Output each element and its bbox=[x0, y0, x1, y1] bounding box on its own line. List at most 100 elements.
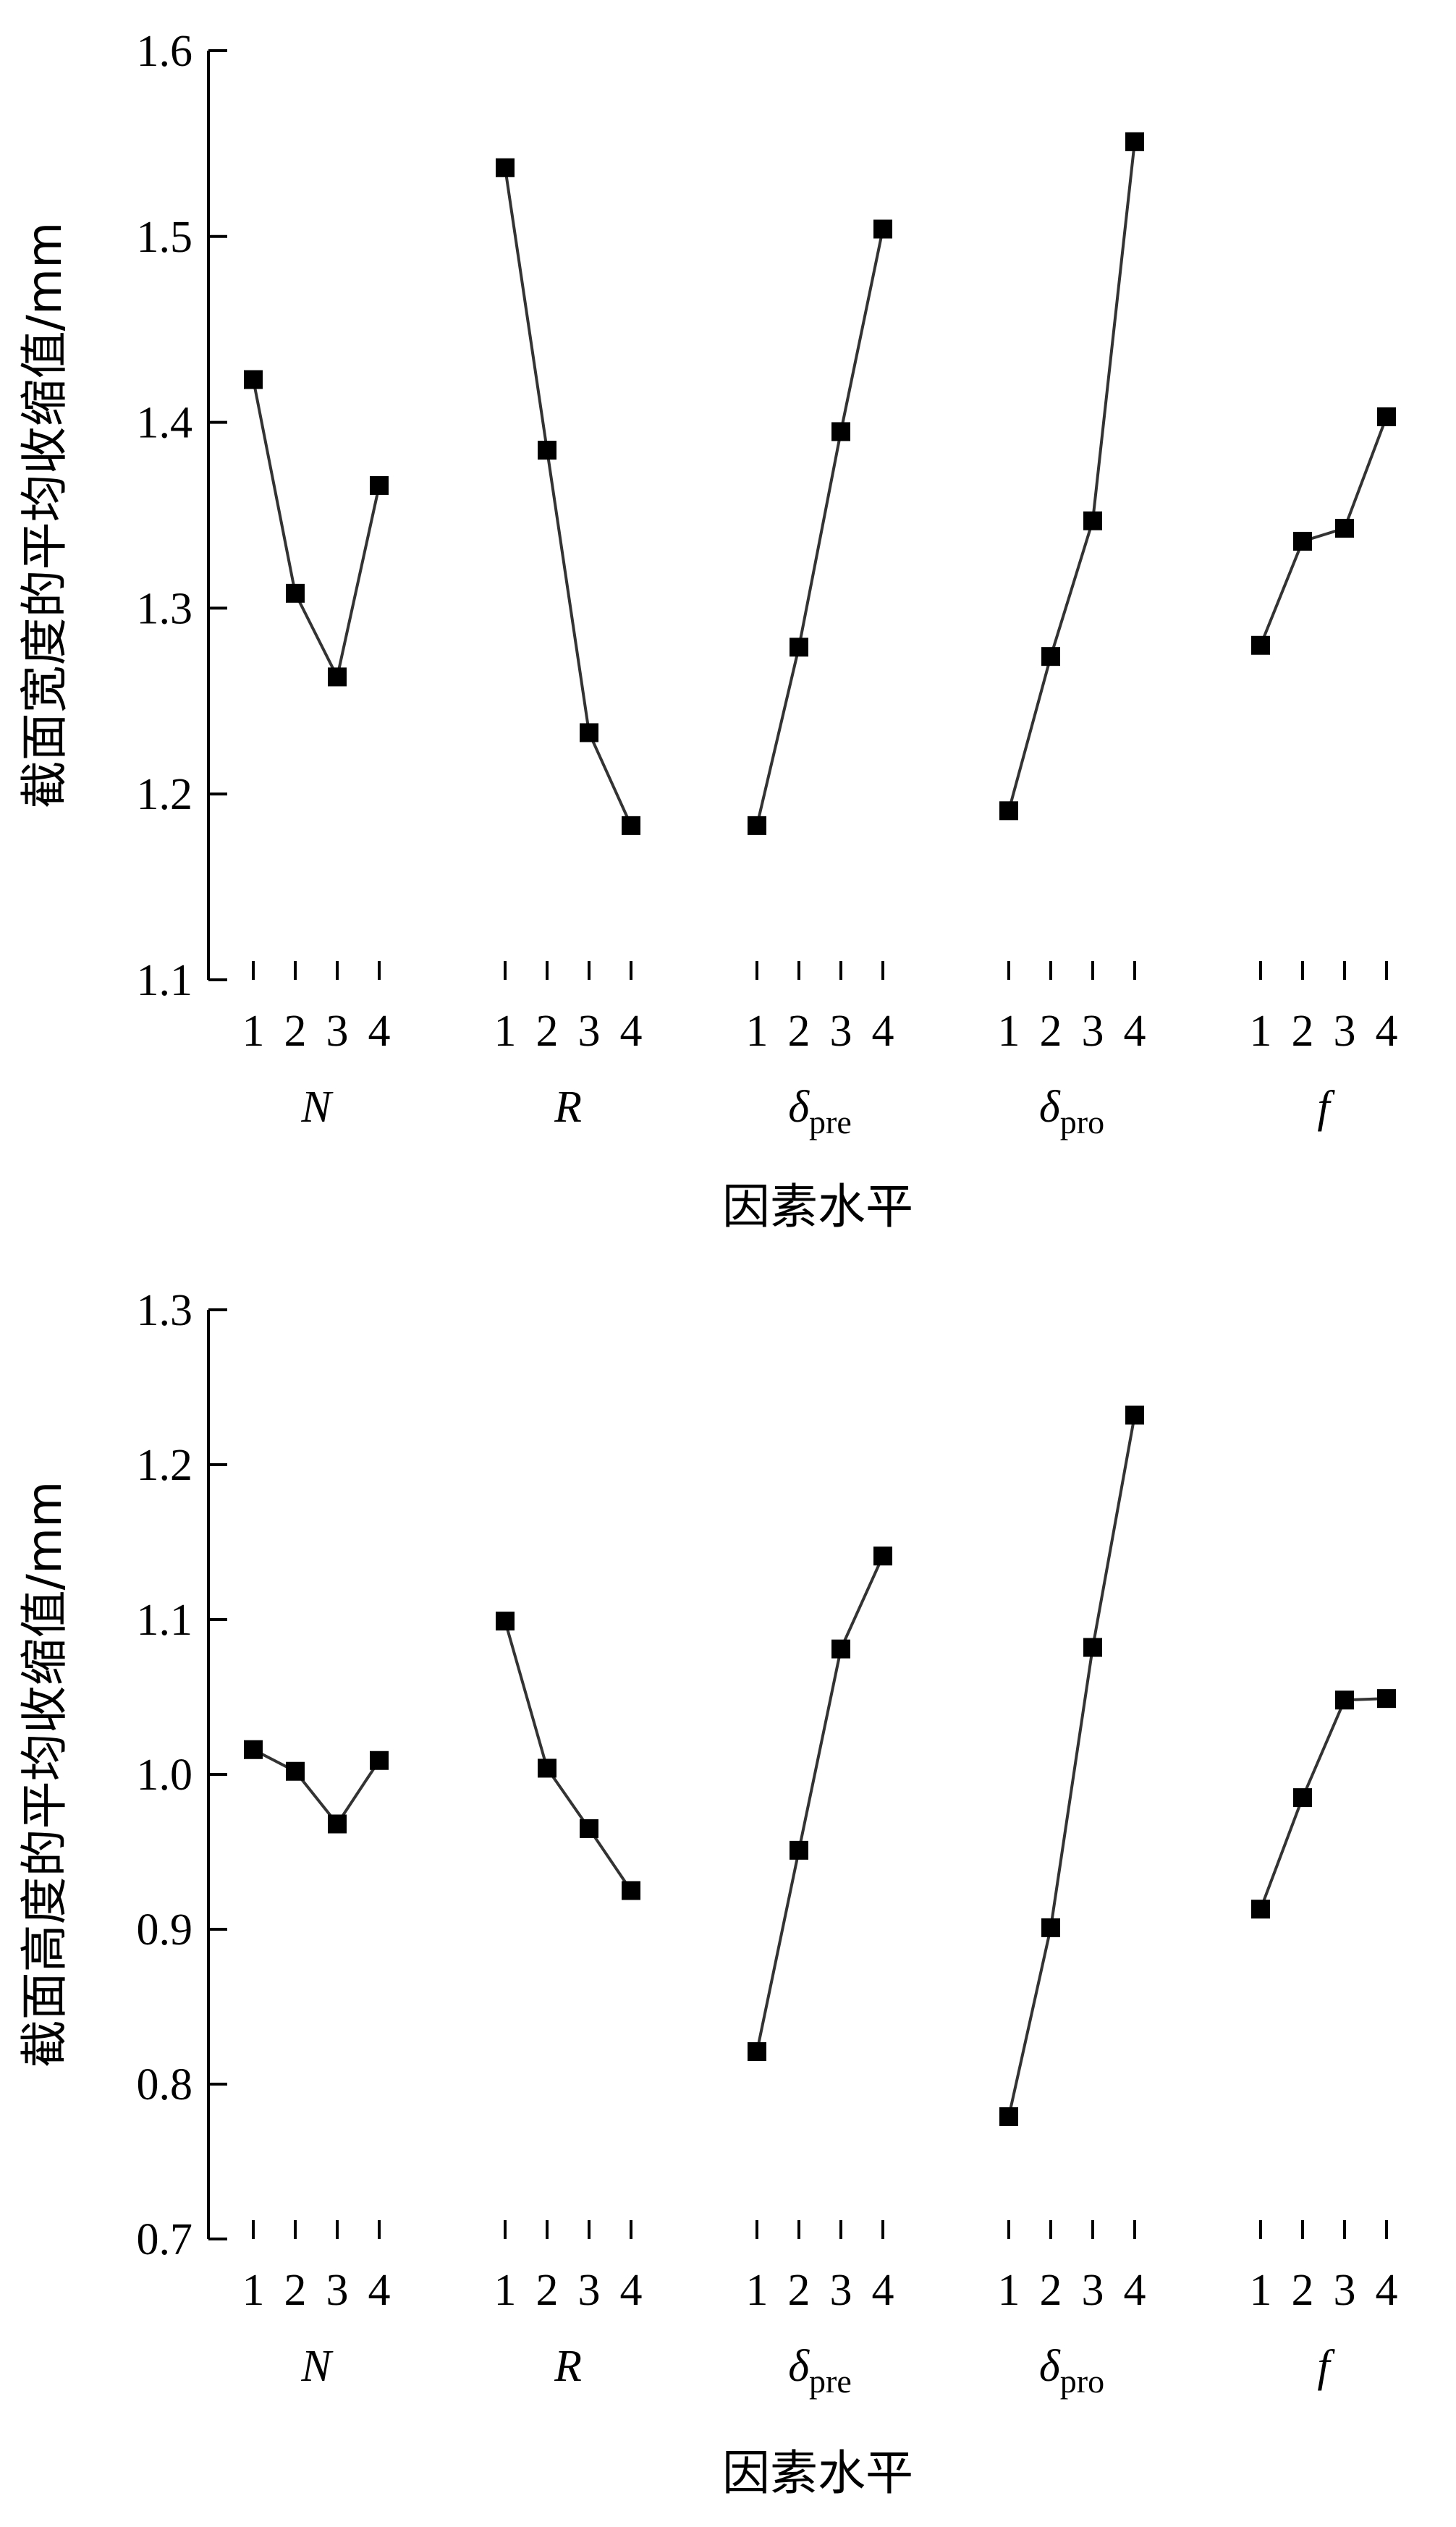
y-tick-label: 1.3 bbox=[137, 1286, 193, 1335]
factor-symbol: R bbox=[554, 1083, 582, 1132]
x-tick-label: 4 bbox=[1376, 1007, 1398, 1056]
series-line bbox=[755, 1555, 884, 2052]
data-point bbox=[1041, 647, 1060, 666]
data-point bbox=[1041, 1918, 1060, 1937]
data-point bbox=[370, 1751, 389, 1770]
x-tick-label: 4 bbox=[1376, 2266, 1398, 2315]
data-point bbox=[790, 1840, 808, 1860]
data-point bbox=[999, 801, 1018, 821]
y-tick-label: 1.0 bbox=[137, 1751, 193, 1800]
factor-group-5: 1 2 3 4f bbox=[1250, 407, 1398, 1132]
x-tick-label: 3 bbox=[326, 1007, 349, 1056]
data-point bbox=[1125, 132, 1144, 151]
factor-group-2: 1 2 3 4R bbox=[494, 1612, 643, 2391]
factor-symbol: f bbox=[1317, 1083, 1335, 1132]
x-tick-label: 2 bbox=[284, 2266, 307, 2315]
data-point bbox=[1251, 635, 1270, 655]
data-point bbox=[831, 422, 850, 441]
data-point bbox=[999, 2107, 1018, 2126]
y-tick-label: 1.1 bbox=[137, 956, 193, 1005]
series-line bbox=[1007, 1415, 1136, 2117]
data-point bbox=[873, 219, 892, 239]
x-tick-label: 1 bbox=[494, 2266, 517, 2315]
x-tick-label: 1 bbox=[494, 1007, 517, 1056]
series-line bbox=[755, 229, 884, 826]
factor-label: N bbox=[300, 2342, 334, 2391]
series-line bbox=[253, 1748, 381, 1827]
x-tick-label: 3 bbox=[1082, 2266, 1104, 2315]
x-tick-label: 2 bbox=[284, 1007, 307, 1056]
data-point bbox=[580, 1819, 598, 1838]
factor-group-1: 1 2 3 4N bbox=[242, 1740, 391, 2391]
factor-symbol: N bbox=[300, 1083, 334, 1132]
y-tick-label: 1.2 bbox=[137, 1441, 193, 1490]
y-tick-label: 1.1 bbox=[137, 1596, 193, 1645]
data-point bbox=[1377, 1689, 1396, 1709]
x-tick-label: 3 bbox=[326, 2266, 349, 2315]
x-tick-label: 2 bbox=[536, 2266, 559, 2315]
factor-subscript: pro bbox=[1060, 1104, 1104, 1140]
x-tick-label: 1 bbox=[998, 1007, 1020, 1056]
x-tick-label: 4 bbox=[620, 2266, 643, 2315]
data-point bbox=[244, 370, 263, 389]
y-tick-label: 1.4 bbox=[137, 399, 193, 448]
factor-subscript: pre bbox=[809, 1104, 852, 1140]
data-point bbox=[328, 1814, 347, 1834]
data-point bbox=[244, 1740, 263, 1759]
data-point bbox=[1083, 511, 1102, 530]
x-tick-label: 4 bbox=[872, 2266, 894, 2315]
data-point bbox=[1251, 1900, 1270, 1919]
data-point bbox=[1335, 1690, 1354, 1710]
factor-label: δpre bbox=[788, 2342, 852, 2400]
factor-group-4: 1 2 3 4 δpro bbox=[998, 132, 1146, 1140]
data-point bbox=[328, 667, 347, 687]
x-tick-label: 2 bbox=[536, 1007, 559, 1056]
data-point bbox=[1377, 407, 1396, 426]
data-point bbox=[1293, 531, 1312, 551]
data-point bbox=[790, 638, 808, 657]
x-tick-label: 1 bbox=[1250, 2266, 1272, 2315]
factor-label: δpro bbox=[1039, 1083, 1104, 1140]
x-tick-label: 1 bbox=[1250, 1007, 1272, 1056]
y-tick-label: 1.5 bbox=[137, 213, 193, 262]
factor-group-4: 1 2 3 4 δpro bbox=[998, 1405, 1146, 2400]
series-line bbox=[252, 379, 381, 682]
factor-symbol: N bbox=[300, 2342, 334, 2391]
factor-group-3: 1 2 3 4 δpre bbox=[746, 219, 894, 1140]
x-tick-label: 3 bbox=[830, 2266, 852, 2315]
x-axis-title: 因素水平 bbox=[722, 1179, 913, 1235]
factor-label: N bbox=[300, 1083, 334, 1132]
x-tick-label: 2 bbox=[788, 1007, 810, 1056]
factor-label: R bbox=[554, 1083, 582, 1132]
data-point bbox=[286, 583, 305, 603]
data-point bbox=[580, 723, 598, 742]
factor-label: f bbox=[1317, 2342, 1335, 2391]
factor-symbol: δ bbox=[1039, 2342, 1061, 2391]
data-point bbox=[622, 816, 640, 835]
y-axis-title: 截面高度的平均收缩值/mm bbox=[17, 1481, 72, 2068]
factor-symbol: f bbox=[1317, 2342, 1335, 2391]
x-tick-label: 4 bbox=[1124, 2266, 1146, 2315]
y-tick-label: 0.7 bbox=[137, 2215, 193, 2264]
x-tick-label: 4 bbox=[368, 1007, 391, 1056]
factor-label: R bbox=[554, 2342, 582, 2391]
series-line bbox=[1259, 1697, 1387, 1910]
x-tick-label: 4 bbox=[620, 1007, 643, 1056]
data-point bbox=[622, 1881, 640, 1900]
data-point bbox=[831, 1639, 850, 1659]
factor-group-3: 1 2 3 4 δpre bbox=[746, 1546, 894, 2400]
x-tick-label: 3 bbox=[1334, 1007, 1356, 1056]
x-tick-label: 1 bbox=[998, 2266, 1020, 2315]
x-tick-label: 4 bbox=[872, 1007, 894, 1056]
data-point bbox=[370, 475, 389, 495]
factor-symbol: R bbox=[554, 2342, 582, 2391]
x-tick-label: 3 bbox=[578, 2266, 601, 2315]
factor-symbol: δ bbox=[1039, 1083, 1061, 1132]
factor-group-1: 1 2 3 4N bbox=[242, 370, 391, 1132]
data-point bbox=[748, 2042, 766, 2062]
x-tick-label: 2 bbox=[1040, 2266, 1062, 2315]
factor-group-2: 1 2 3 4R bbox=[494, 158, 643, 1132]
data-point bbox=[748, 816, 766, 835]
